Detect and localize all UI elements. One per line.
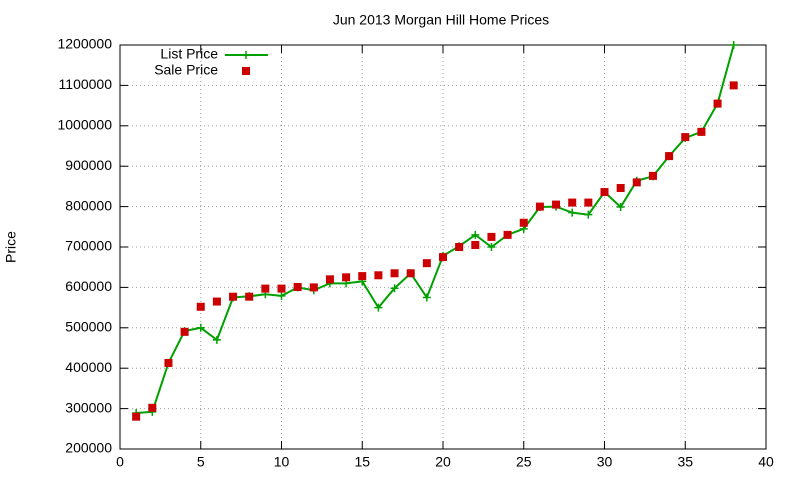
point-marker (584, 198, 593, 207)
point-marker (325, 275, 334, 284)
point-marker (390, 284, 399, 293)
y-tick-label: 600000 (65, 278, 112, 294)
point-marker (277, 284, 286, 293)
point-marker (164, 358, 173, 367)
x-tick-label: 35 (677, 454, 693, 470)
point-marker (406, 269, 415, 278)
point-marker (729, 81, 738, 90)
y-tick-label: 200000 (65, 440, 112, 456)
point-marker (616, 203, 625, 212)
point-marker (261, 284, 270, 293)
point-marker (277, 291, 286, 300)
y-tick-label: 1100000 (59, 76, 113, 92)
x-tick-label: 0 (116, 454, 124, 470)
chart-title: Jun 2013 Morgan Hill Home Prices (333, 12, 549, 28)
point-marker (681, 133, 690, 142)
point-marker (600, 188, 609, 197)
point-marker (309, 283, 318, 292)
point-marker (422, 293, 431, 302)
point-marker (568, 208, 577, 217)
point-marker (471, 230, 480, 239)
point-marker (148, 403, 157, 412)
point-marker (697, 127, 706, 136)
x-tick-label: 40 (758, 454, 774, 470)
y-axis-label: Price (3, 231, 19, 263)
point-marker (358, 272, 367, 281)
point-marker (455, 243, 464, 251)
x-tick-label: 15 (354, 454, 370, 470)
plot-frame (119, 44, 767, 450)
point-marker (568, 198, 577, 207)
y-tick-label: 800000 (65, 197, 112, 213)
point-marker (632, 178, 641, 187)
point-marker (471, 240, 480, 249)
x-tick-label: 5 (197, 454, 205, 470)
point-marker (729, 41, 738, 49)
y-tick-label: 500000 (65, 319, 112, 335)
point-marker (648, 171, 657, 180)
point-marker (584, 210, 593, 219)
point-marker (487, 232, 496, 241)
point-marker (503, 230, 512, 239)
x-tick-label: 25 (516, 454, 532, 470)
point-marker (196, 323, 205, 332)
point-marker (212, 297, 221, 306)
point-marker (342, 273, 351, 282)
y-tick-label: 300000 (65, 399, 112, 415)
x-tick-label: 20 (435, 454, 451, 470)
point-marker (374, 271, 383, 280)
point-marker (132, 412, 141, 421)
y-tick-label: 400000 (65, 359, 112, 375)
x-tick-label: 30 (597, 454, 613, 470)
point-marker (293, 282, 302, 291)
y-tick-label: 1000000 (57, 117, 112, 133)
y-tick-label: 1200000 (57, 36, 112, 52)
point-marker (519, 218, 528, 227)
legend-label: List Price (160, 46, 218, 62)
point-marker (439, 253, 447, 262)
point-marker (245, 292, 254, 301)
point-marker (535, 202, 544, 211)
legend-label: Sale Price (154, 62, 218, 78)
point-marker (616, 184, 625, 193)
point-marker (374, 303, 383, 312)
point-marker (552, 200, 561, 209)
point-marker (665, 152, 674, 161)
point-marker (422, 259, 431, 268)
y-tick-label: 700000 (65, 238, 112, 254)
point-marker (487, 243, 496, 251)
y-tick-label: 900000 (65, 157, 112, 173)
point-marker (180, 327, 189, 336)
point-marker (713, 99, 722, 108)
x-tick-label: 10 (274, 454, 290, 470)
point-marker (242, 51, 250, 59)
point-marker (242, 67, 250, 75)
point-marker (229, 292, 238, 301)
point-marker (212, 335, 221, 344)
point-marker (390, 269, 399, 278)
point-marker (196, 302, 205, 311)
